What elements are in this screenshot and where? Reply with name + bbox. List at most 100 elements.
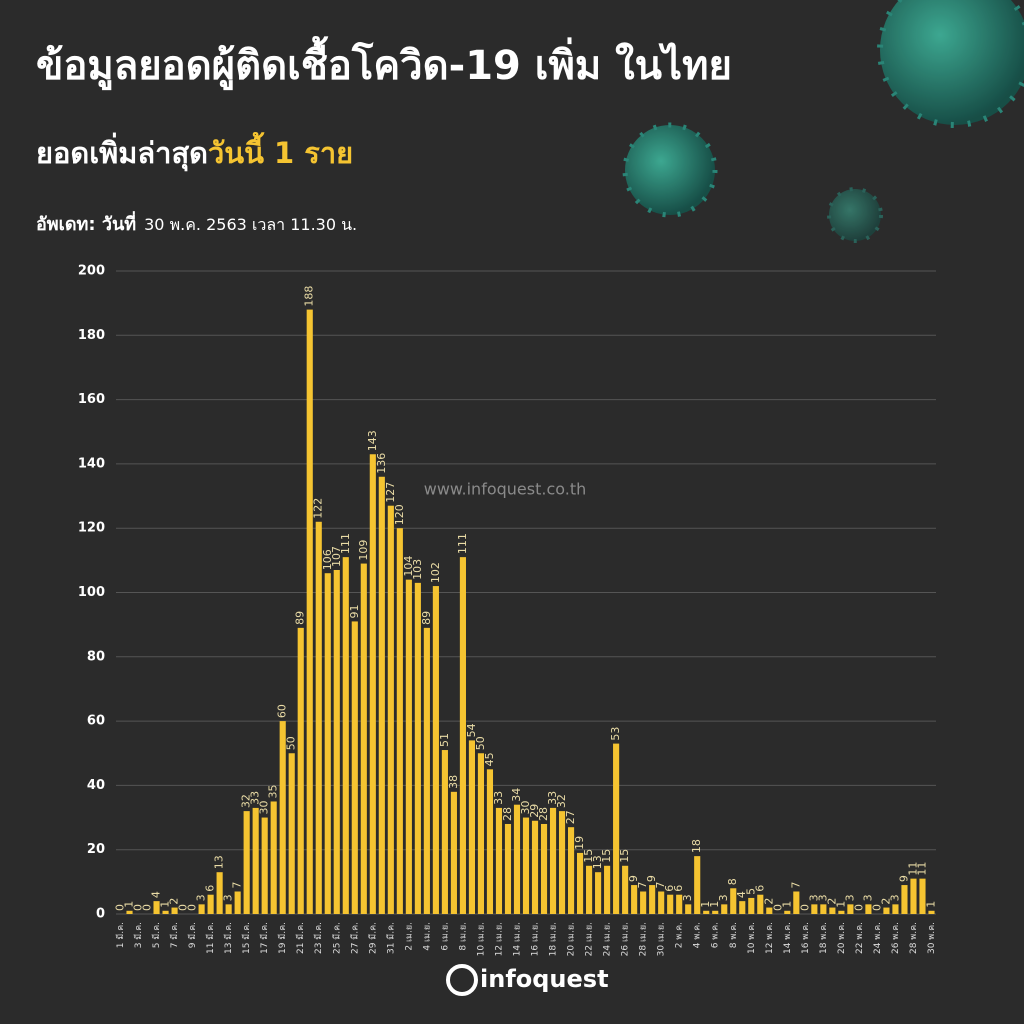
x-tick-label: 2 พ.ค.: [675, 922, 685, 948]
x-tick-label: 24 พ.ค.: [873, 922, 883, 954]
value-label: 3: [222, 894, 235, 901]
bar: [838, 910, 845, 914]
bar: [820, 904, 827, 914]
bar: [658, 891, 665, 914]
bar: [901, 885, 908, 914]
value-label: 5: [744, 888, 757, 895]
value-label: 2: [762, 898, 775, 905]
bar: [613, 743, 620, 914]
bar: [531, 820, 539, 914]
bar: [604, 865, 611, 914]
value-label: 0: [870, 904, 883, 911]
x-tick-label: 17 มี.ค.: [259, 922, 270, 954]
bar: [892, 904, 899, 914]
y-tick-label: 120: [78, 521, 105, 536]
value-label: 35: [267, 784, 280, 798]
value-label: 1: [699, 901, 712, 908]
y-tick-label: 60: [87, 714, 105, 729]
virus-decoration: [622, 0, 1024, 243]
bar: [730, 888, 737, 914]
bar: [252, 807, 259, 914]
bar: [297, 627, 304, 914]
subtitle-text: ยอดเพิ่มล่าสุด: [36, 132, 208, 171]
value-label: 7: [654, 881, 667, 888]
value-label: 89: [420, 611, 433, 625]
value-label: 13: [213, 855, 226, 869]
bar: [757, 894, 764, 914]
bar: [676, 894, 683, 914]
value-label: 60: [276, 704, 289, 718]
value-label: 6: [672, 885, 685, 892]
x-tick-label: 26 เม.ย.: [621, 922, 631, 956]
bar: [495, 807, 503, 914]
value-label: 111: [339, 533, 352, 554]
bar: [640, 891, 647, 914]
bar: [441, 750, 448, 914]
bar: [225, 904, 232, 914]
bar: [396, 528, 403, 914]
bar: [910, 878, 917, 914]
value-label: 32: [240, 794, 253, 808]
x-tick-label: 22 เม.ย.: [585, 922, 595, 956]
x-tick-label: 16 พ.ค.: [801, 922, 811, 954]
x-tick-label: 18 พ.ค.: [819, 922, 829, 954]
bar: [198, 904, 205, 914]
y-tick-label: 100: [78, 585, 105, 600]
value-label: 33: [249, 791, 262, 805]
x-tick-label: 26 พ.ค.: [891, 922, 901, 954]
value-label: 0: [141, 904, 154, 911]
value-label: 1: [123, 901, 136, 908]
value-label: 6: [204, 885, 217, 892]
bar: [414, 582, 421, 914]
value-label: 27: [564, 810, 577, 824]
value-label: 91: [348, 604, 361, 618]
value-label: 6: [753, 885, 766, 892]
y-tick-label: 200: [78, 264, 105, 279]
bar: [387, 505, 394, 914]
x-tick-label: 6 พ.ค.: [711, 922, 721, 948]
bar: [928, 910, 935, 914]
y-tick-label: 180: [78, 328, 105, 343]
value-label: 102: [429, 562, 442, 583]
bar: [126, 910, 133, 914]
x-tick-label: 2 เม.ย.: [404, 922, 414, 951]
y-tick-label: 0: [96, 907, 105, 922]
bar: [216, 872, 223, 914]
x-tick-label: 11 มี.ค.: [205, 922, 216, 954]
bar: [153, 901, 160, 914]
value-label: 15: [618, 849, 631, 863]
title: ข้อมูลยอดผู้ติดเชื้อโควิด-19 เพิ่ม ในไทย: [36, 36, 732, 90]
value-label: 1: [708, 901, 721, 908]
bar: [712, 910, 719, 914]
x-tick-label: 28 เม.ย.: [639, 922, 649, 956]
value-label: 3: [888, 894, 901, 901]
value-label: 0: [771, 904, 784, 911]
value-label: 32: [555, 794, 568, 808]
value-label: 7: [231, 881, 244, 888]
value-label: 9: [897, 875, 910, 882]
value-label: 53: [609, 727, 622, 741]
bar: [721, 904, 728, 914]
x-tick-label: 21 มี.ค.: [295, 922, 306, 954]
value-label: 6: [663, 885, 676, 892]
x-tick-label: 19 มี.ค.: [277, 922, 288, 954]
value-label: 0: [798, 904, 811, 911]
logo: infoquest: [446, 964, 609, 996]
value-label: 45: [483, 752, 496, 766]
bar: [811, 904, 818, 914]
value-label: 106: [321, 549, 334, 570]
value-label: 136: [375, 453, 388, 474]
x-tick-label: 29 มี.ค.: [367, 922, 378, 954]
value-label: 34: [510, 788, 523, 802]
x-tick-label: 12 เม.ย.: [494, 922, 504, 956]
bar: [333, 569, 340, 914]
value-label: 28: [501, 807, 514, 821]
value-label: 38: [447, 775, 460, 789]
bar: [766, 907, 773, 914]
update-label: อัพเดท: วันที่: [36, 211, 136, 235]
bar: [865, 904, 872, 914]
y-tick-label: 40: [87, 778, 105, 793]
x-tick-label: 31 มี.ค.: [385, 922, 396, 954]
bar: [847, 904, 854, 914]
bar: [567, 827, 575, 914]
